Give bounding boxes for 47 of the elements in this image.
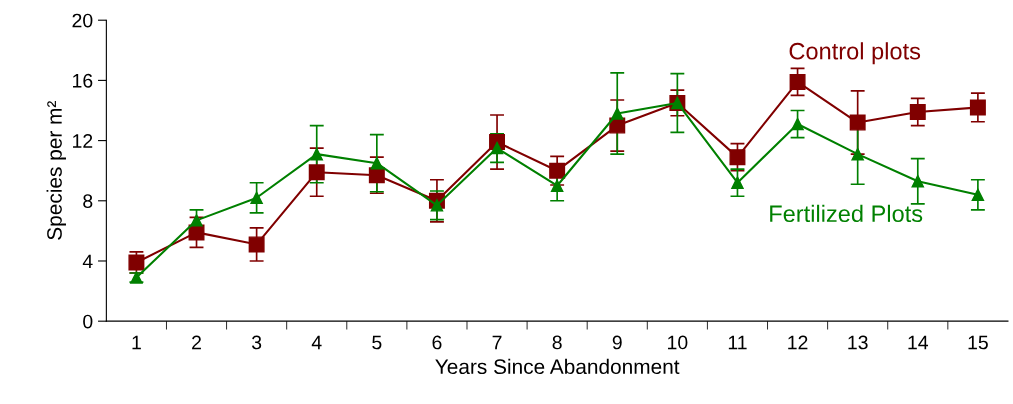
point xyxy=(849,114,866,131)
point xyxy=(248,236,265,253)
series-label: Fertilized Plots xyxy=(770,204,923,223)
point xyxy=(791,117,804,131)
y-axis-title: Species per m² xyxy=(46,101,66,240)
point xyxy=(250,191,263,205)
y-tick-label: 20 xyxy=(72,13,93,28)
point xyxy=(490,141,504,155)
point xyxy=(310,147,323,161)
x-axis-title: Years Since Abandonment xyxy=(435,358,680,375)
y-tick-label: 4 xyxy=(82,254,93,269)
x-tick-label: 11 xyxy=(728,335,747,350)
y-tick-label: 0 xyxy=(83,314,93,329)
x-tick-label: 13 xyxy=(848,335,868,350)
point xyxy=(611,107,624,120)
point xyxy=(368,167,385,184)
point xyxy=(729,149,746,166)
y-tick-label: 12 xyxy=(73,134,93,148)
x-tick-label: 1 xyxy=(132,335,141,350)
x-tick-label: 4 xyxy=(311,335,322,350)
point xyxy=(430,199,444,212)
x-tick-label: 7 xyxy=(492,335,502,350)
x-tick-label: 9 xyxy=(612,335,622,350)
x-tick-label: 10 xyxy=(668,335,688,350)
point xyxy=(190,214,203,227)
point xyxy=(969,99,986,116)
y-tick-label: 16 xyxy=(73,73,93,88)
series-label: Control plots xyxy=(789,42,921,65)
point xyxy=(731,176,744,189)
point xyxy=(370,156,384,170)
x-tick-label: 2 xyxy=(192,335,201,350)
point xyxy=(789,73,806,90)
point xyxy=(909,104,926,120)
x-tick-label: 8 xyxy=(552,335,562,350)
x-tick-label: 3 xyxy=(251,335,262,350)
x-tick-label: 12 xyxy=(788,335,808,350)
x-tick-label: 6 xyxy=(432,335,442,350)
point xyxy=(851,147,864,161)
y-tick-label: 8 xyxy=(83,194,93,209)
point xyxy=(911,174,925,188)
x-tick-label: 15 xyxy=(968,335,988,350)
x-tick-label: 14 xyxy=(908,335,929,350)
point xyxy=(549,162,566,179)
point xyxy=(550,179,564,192)
point xyxy=(308,164,325,181)
x-tick-label: 5 xyxy=(372,335,382,350)
point xyxy=(971,188,985,202)
